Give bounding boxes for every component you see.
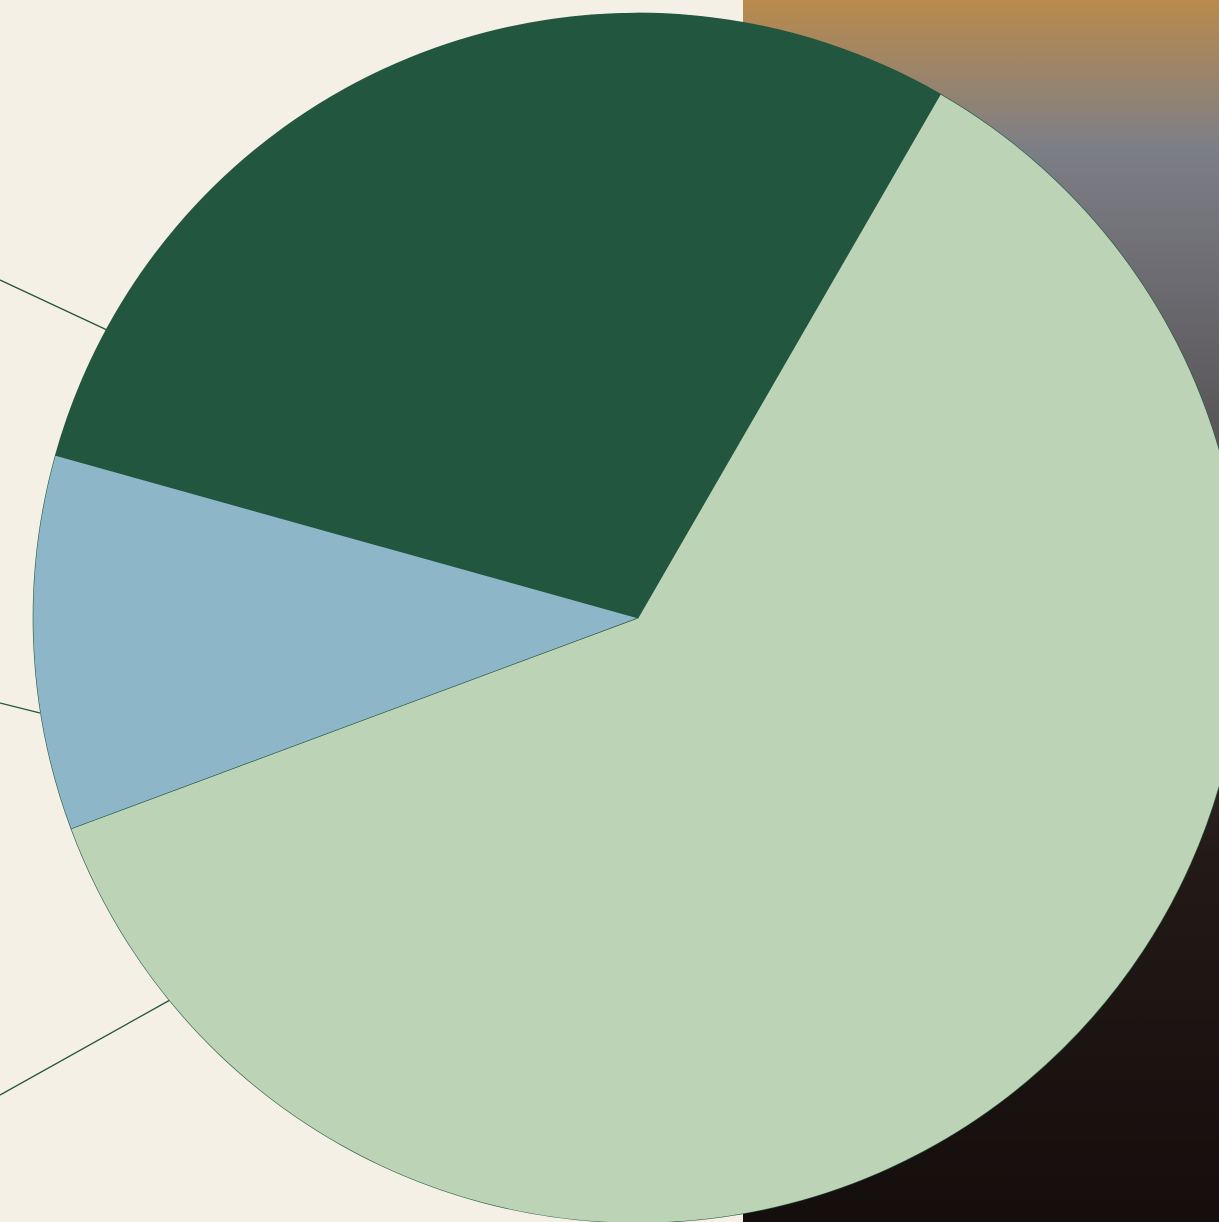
pie-slice bbox=[32, 454, 639, 830]
pie-slice bbox=[54, 12, 941, 619]
pie-slice bbox=[70, 93, 1219, 1222]
leader-lines bbox=[0, 279, 171, 1096]
leader-line bbox=[0, 702, 41, 714]
leader-line bbox=[0, 999, 171, 1096]
leader-line bbox=[0, 279, 108, 331]
